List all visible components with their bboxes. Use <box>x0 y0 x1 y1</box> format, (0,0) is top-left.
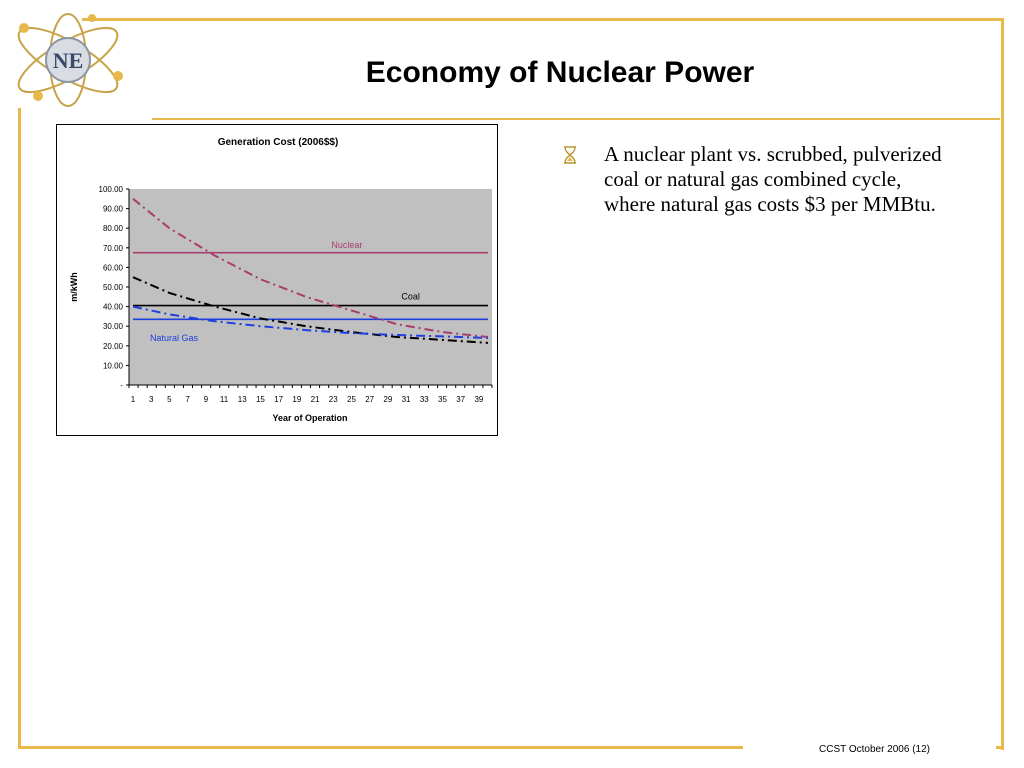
x-tick-label: 31 <box>402 395 411 404</box>
x-tick-label: 1 <box>131 395 136 404</box>
page-title: Economy of Nuclear Power <box>365 56 755 89</box>
x-tick-label: 21 <box>311 395 320 404</box>
y-axis-label: m/kWh <box>69 272 79 302</box>
generation-cost-chart: Generation Cost (2006$$) - 10.00 20.00 30.0… <box>56 124 498 436</box>
y-tick-label: 70.00 <box>103 244 124 253</box>
axis-layer: - 10.00 20.00 30.00 40.00 50.00 60.00 70.00 80.0… <box>99 185 493 404</box>
y-tick-label: 80.00 <box>103 224 124 233</box>
x-tick-label: 13 <box>238 395 247 404</box>
y-tick-label: 90.00 <box>103 205 124 214</box>
x-tick-label: 23 <box>329 395 338 404</box>
series-label: Natural Gas <box>150 333 199 343</box>
x-tick-label: 3 <box>149 395 154 404</box>
frame-right-border <box>1001 18 1004 750</box>
y-tick-label: 30.00 <box>103 322 124 331</box>
frame-bottom-border <box>18 746 743 749</box>
logo-text: NE <box>53 48 84 73</box>
x-tick-label: 19 <box>292 395 301 404</box>
chart-svg: Generation Cost (2006$$) - 10.00 20.00 30.0… <box>69 137 493 423</box>
y-tick-label: 40.00 <box>103 303 124 312</box>
y-tick-label: 60.00 <box>103 263 124 272</box>
frame-top-border <box>82 18 1004 21</box>
plot-area <box>129 189 492 385</box>
x-tick-label: 39 <box>474 395 483 404</box>
x-tick-label: 33 <box>420 395 429 404</box>
y-tick-label: 20.00 <box>103 342 124 351</box>
annotation-layer: Nuclear Coal Natural Gas <box>150 240 420 343</box>
frame-left-border <box>18 108 21 749</box>
series-label: Nuclear <box>331 240 362 250</box>
series-line-3 <box>132 198 489 338</box>
series-line-5 <box>132 305 489 339</box>
x-tick-label: 17 <box>274 395 283 404</box>
x-tick-label: 15 <box>256 395 265 404</box>
frame-bottom-border-right <box>996 746 1004 749</box>
chart-title: Generation Cost (2006$$) <box>218 137 339 148</box>
x-axis-label: Year of Operation <box>272 413 347 423</box>
series-layer <box>132 198 489 344</box>
series-label: Coal <box>401 292 420 302</box>
x-tick-label: 7 <box>185 395 190 404</box>
slide-footer: CCST October 2006 (12) <box>819 744 930 755</box>
atom-logo: NE <box>17 13 123 107</box>
x-tick-label: 25 <box>347 395 356 404</box>
y-tick-label: 50.00 <box>103 283 124 292</box>
x-tick-label: 35 <box>438 395 447 404</box>
x-tick-label: 9 <box>204 395 209 404</box>
bullet-text: A nuclear plant vs. scrubbed, pulverized… <box>604 142 942 216</box>
hourglass-icon <box>564 146 576 164</box>
y-tick-label: - <box>120 381 123 390</box>
x-tick-label: 29 <box>383 395 392 404</box>
x-tick-label: 37 <box>456 395 465 404</box>
title-underline <box>152 118 1000 120</box>
x-tick-label: 27 <box>365 395 374 404</box>
y-tick-label: 10.00 <box>103 361 124 370</box>
y-tick-label: 100.00 <box>99 185 124 194</box>
x-tick-label: 11 <box>220 395 229 404</box>
x-tick-label: 5 <box>167 395 172 404</box>
